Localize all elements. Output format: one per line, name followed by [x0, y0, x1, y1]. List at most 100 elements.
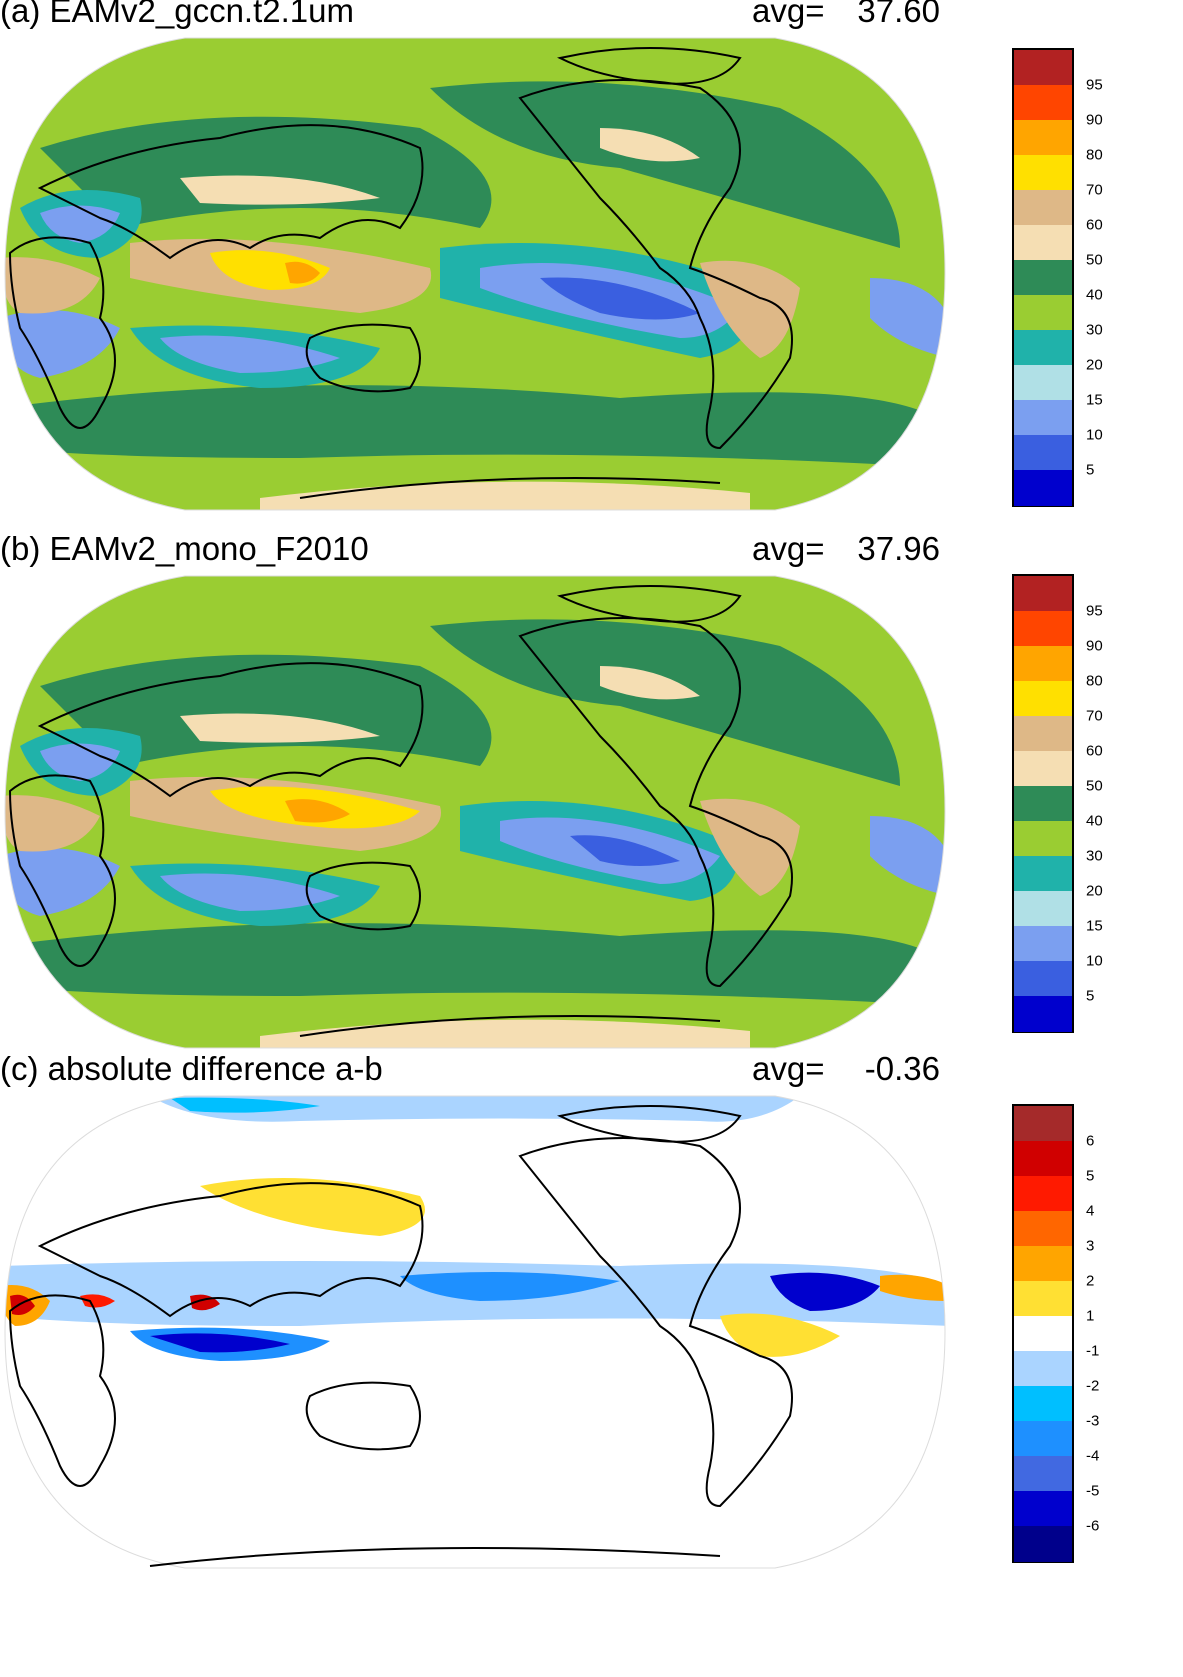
colorbar-swatch	[1014, 1526, 1072, 1562]
colorbar-swatch	[1014, 856, 1072, 892]
colorbar-tick-label: 10	[1086, 426, 1103, 444]
colorbar-tick-label: 2	[1086, 1272, 1095, 1290]
colorbar-swatch	[1014, 85, 1072, 121]
field-region	[400, 1272, 620, 1301]
field-region	[5, 795, 100, 852]
field-region	[260, 1019, 750, 1048]
colorbar-swatch	[1014, 646, 1072, 682]
colorbar-swatch	[1014, 611, 1072, 647]
colorbar-tick-label: 70	[1086, 181, 1103, 199]
colorbar: 95 90 80 70 60 50 40 30 20 15 10 5	[1012, 574, 1103, 1033]
panel-a: (a) EAMv2_gccn.t2.1um avg= 37.60	[0, 0, 1183, 545]
colorbar-tick-label: 95	[1086, 76, 1103, 94]
avg-label: avg=	[752, 0, 825, 29]
colorbar-tick-label: 70	[1086, 707, 1103, 725]
coastlines	[8, 47, 793, 499]
field-region	[260, 481, 750, 510]
field-region	[870, 278, 945, 358]
panel-title: (c) absolute difference a-b	[0, 1050, 383, 1087]
colorbar-tick-label: 90	[1086, 111, 1103, 129]
colorbar-tick-label: 30	[1086, 321, 1103, 339]
colorbar-tick-label: 10	[1086, 952, 1103, 970]
panel-c: (c) absolute difference a-b avg= -0.36	[0, 1050, 1183, 1603]
colorbar-swatch	[1014, 120, 1072, 156]
colorbar-swatch	[1014, 225, 1072, 261]
avg-value: -0.36	[864, 1050, 940, 1087]
field-region	[5, 385, 945, 468]
avg-value: 37.96	[857, 530, 940, 567]
field-region	[880, 1274, 945, 1301]
field-region	[40, 116, 492, 228]
colorbar-tick-label: 95	[1086, 602, 1103, 620]
colorbar-swatch	[1014, 716, 1072, 752]
colorbar-swatch	[1014, 1491, 1072, 1527]
field-region	[430, 81, 900, 248]
field-region	[180, 713, 380, 743]
field-region	[170, 1097, 320, 1113]
colorbar-tick-label: 1	[1086, 1307, 1095, 1325]
colorbar-tick-label: 20	[1086, 882, 1103, 900]
colorbar-tick-label: -5	[1086, 1482, 1100, 1500]
colorbar-swatch	[1014, 996, 1072, 1032]
colorbar-swatch	[1014, 295, 1072, 331]
global-map	[4, 575, 946, 1049]
panel-title: (a) EAMv2_gccn.t2.1um	[0, 0, 354, 29]
field-region	[40, 743, 120, 781]
colorbar-tick-label: -3	[1086, 1412, 1100, 1430]
avg-value: 37.60	[857, 0, 940, 29]
colorbar-swatch	[1014, 470, 1072, 506]
colorbar-tick-label: -4	[1086, 1447, 1100, 1465]
colorbar-tick-label: 15	[1086, 917, 1103, 935]
panel-title: (b) EAMv2_mono_F2010	[0, 530, 369, 567]
field-region	[700, 260, 800, 358]
colorbar-swatch	[1014, 751, 1072, 787]
colorbar-swatch	[1014, 1386, 1072, 1422]
map-outline	[4, 37, 946, 511]
field-region	[150, 1096, 800, 1122]
colorbar-swatch	[1014, 1246, 1072, 1282]
colorbar-tick-label: 50	[1086, 777, 1103, 795]
colorbar-swatch	[1014, 1421, 1072, 1457]
field-region	[80, 1294, 115, 1308]
field-region	[180, 175, 380, 205]
colorbar-swatch	[1014, 1106, 1072, 1142]
field-region	[600, 128, 700, 162]
map-outline	[4, 1095, 946, 1569]
field-region	[770, 1272, 880, 1311]
colorbar-tick-label: 30	[1086, 847, 1103, 865]
colorbar-tick-label: 4	[1086, 1202, 1095, 1220]
colorbar-tick-label: 60	[1086, 216, 1103, 234]
global-map	[4, 37, 946, 511]
colorbar-tick-label: 50	[1086, 251, 1103, 269]
colorbar-swatch	[1014, 330, 1072, 366]
colorbar-tick-label: 90	[1086, 637, 1103, 655]
field-region	[700, 798, 800, 896]
colorbar-swatch	[1014, 365, 1072, 401]
colorbar-tick-label: 40	[1086, 812, 1103, 830]
map-outline	[4, 575, 946, 1049]
colorbar-swatch	[1014, 50, 1072, 86]
coastlines	[8, 585, 793, 1037]
colorbar-tick-label: 3	[1086, 1237, 1095, 1255]
colorbar-swatch	[1014, 891, 1072, 927]
field-region	[200, 1178, 425, 1236]
colorbar-tick-label: 6	[1086, 1132, 1095, 1150]
field-region	[5, 257, 100, 314]
colorbar-swatch	[1014, 155, 1072, 191]
field-region	[5, 310, 120, 378]
colorbar-swatch	[1014, 821, 1072, 857]
field-region	[40, 654, 492, 766]
colorbar-tick-label: -2	[1086, 1377, 1100, 1395]
field-region	[540, 277, 700, 320]
colorbar-tick-label: -6	[1086, 1517, 1100, 1535]
field-region	[430, 619, 900, 786]
field-region	[720, 1313, 840, 1357]
field-region	[870, 816, 945, 896]
avg-label: avg=	[752, 1050, 825, 1087]
panel-b: (b) EAMv2_mono_F2010 avg= 37.96	[0, 530, 1183, 1083]
global-map	[4, 1095, 946, 1569]
colorbar-swatch	[1014, 1176, 1072, 1212]
colorbar-swatch	[1014, 1141, 1072, 1177]
field-region	[600, 666, 700, 700]
colorbar-swatch	[1014, 1281, 1072, 1317]
